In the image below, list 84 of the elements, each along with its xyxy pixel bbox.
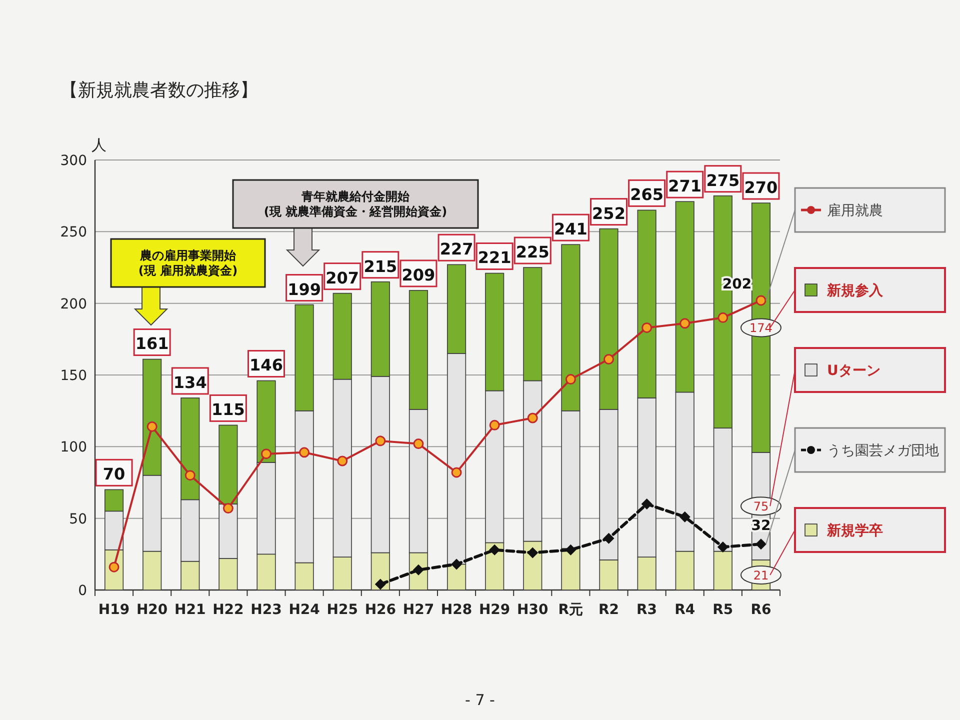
point xyxy=(680,318,690,329)
point xyxy=(374,578,386,590)
annotation: 青年就農給付金開始 (現 就農準備資金・経営開始資金) xyxy=(264,190,448,218)
x-tick-label: H21 xyxy=(174,602,206,618)
y-tick-label: 300 xyxy=(60,153,87,169)
legend-label: Uターン xyxy=(827,363,880,379)
x-tick-label: H30 xyxy=(517,602,548,618)
x-tick-label: R2 xyxy=(598,602,620,618)
x-tick-label: H27 xyxy=(402,602,434,618)
point xyxy=(603,532,614,544)
point xyxy=(565,544,576,556)
x-tick-label: R5 xyxy=(712,602,734,618)
total-label: 199 xyxy=(288,280,322,299)
x-tick-label: R3 xyxy=(636,602,658,618)
point xyxy=(527,412,538,424)
point xyxy=(261,448,272,460)
point xyxy=(565,374,576,385)
point xyxy=(527,547,538,558)
total-label: 225 xyxy=(516,242,550,262)
total-label: 241 xyxy=(554,220,588,239)
total-label: 134 xyxy=(173,372,207,392)
total-label: 70 xyxy=(102,464,126,484)
point xyxy=(756,295,766,306)
x-tick-label: H26 xyxy=(364,602,396,618)
y-tick-label: 200 xyxy=(60,296,87,312)
total-label: 265 xyxy=(630,185,664,204)
point xyxy=(604,354,614,364)
point xyxy=(184,470,196,481)
data-label: 32 xyxy=(751,518,771,534)
x-tick-label: H24 xyxy=(288,602,320,618)
data-label: 75 xyxy=(753,500,769,514)
x-tick-label: R元 xyxy=(558,602,584,618)
data-label: 174 xyxy=(750,321,772,336)
x-tick-label: H20 xyxy=(136,602,168,618)
total-label: 271 xyxy=(668,176,702,196)
legend-label: 雇用就農 xyxy=(827,203,883,219)
total-label: 275 xyxy=(706,170,740,190)
y-tick-label: 100 xyxy=(60,440,87,456)
y-tick-label: 250 xyxy=(60,224,87,241)
point xyxy=(489,544,500,556)
total-label: 209 xyxy=(402,265,436,284)
total-label: 207 xyxy=(326,268,360,288)
legend-label: うち園芸メガ団地 xyxy=(827,443,939,459)
total-label: 215 xyxy=(364,256,398,276)
x-tick-label: H29 xyxy=(478,602,510,618)
x-tick-label: H28 xyxy=(440,602,472,618)
total-label: 270 xyxy=(744,178,778,197)
data-label: 21 xyxy=(753,568,769,582)
total-label: 115 xyxy=(211,400,245,420)
annotation: 農の雇用事業開始 (現 雇用就農資金) xyxy=(138,248,238,278)
point xyxy=(146,421,158,432)
point xyxy=(755,538,766,550)
legend-label: 新規学卒 xyxy=(826,522,883,539)
y-tick-label: 0 xyxy=(78,583,87,599)
x-tick-label: H19 xyxy=(98,602,130,618)
point xyxy=(451,467,462,478)
point xyxy=(641,498,652,510)
point xyxy=(375,436,386,446)
point xyxy=(679,511,690,522)
x-tick-label: H25 xyxy=(326,602,358,618)
text: - 7 - xyxy=(465,691,495,709)
x-tick-label: R6 xyxy=(750,602,772,618)
x-tick-label: H22 xyxy=(212,602,244,618)
legend-label: 新規参入 xyxy=(826,282,884,299)
chart-title: 【新規就農者数の推移】 xyxy=(60,80,258,101)
point xyxy=(717,542,728,552)
y-tick-label: 150 xyxy=(60,368,87,384)
total-label: 252 xyxy=(592,204,626,223)
point xyxy=(642,322,652,333)
y-axis-title: 人 xyxy=(92,136,106,154)
total-label: 221 xyxy=(478,248,512,268)
point xyxy=(489,420,500,430)
point xyxy=(299,447,310,458)
total-label: 227 xyxy=(440,240,474,259)
total-label: 161 xyxy=(135,334,169,354)
point xyxy=(413,438,424,450)
total-label: 146 xyxy=(250,356,283,375)
y-tick-label: 50 xyxy=(69,511,87,528)
point xyxy=(451,558,462,570)
point xyxy=(718,312,728,323)
x-tick-label: H23 xyxy=(250,602,282,618)
point xyxy=(222,503,234,514)
point xyxy=(337,456,348,466)
x-tick-label: R4 xyxy=(674,602,696,618)
